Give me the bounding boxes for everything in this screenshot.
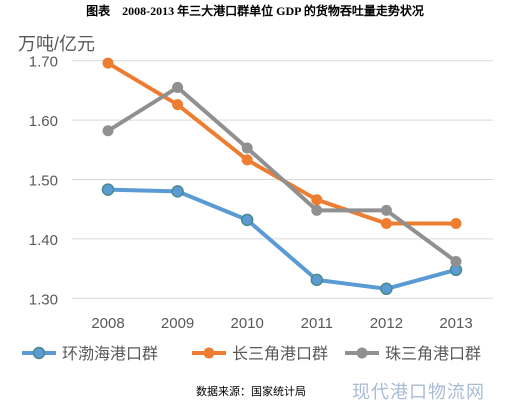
data-point	[311, 194, 323, 206]
data-point	[102, 57, 114, 69]
series-line	[107, 187, 457, 291]
x-tick-label: 2012	[370, 315, 403, 332]
y-tick-label: 1.60	[29, 113, 58, 130]
data-point	[450, 255, 462, 267]
x-axis-ticks: 2008 2009 2010 2011 2012 2013	[91, 315, 472, 332]
data-point	[380, 217, 392, 229]
legend-swatch-marker	[356, 347, 368, 359]
y-axis-label: 万吨/亿元	[18, 34, 95, 54]
series-line	[106, 61, 456, 226]
legend-swatch-marker	[203, 347, 215, 359]
data-point	[172, 99, 184, 111]
data-point	[310, 273, 324, 287]
data-point	[102, 125, 114, 137]
x-tick-label: 2008	[91, 315, 124, 332]
y-tick-label: 1.30	[29, 291, 58, 308]
data-point	[171, 185, 184, 198]
x-tick-label: 2010	[231, 315, 264, 332]
data-point	[311, 204, 323, 216]
legend-swatch-marker	[32, 346, 46, 360]
legend-label: 环渤海港口群	[62, 345, 158, 363]
y-tick-label: 1.70	[29, 54, 58, 71]
legend-label: 长三角港口群	[232, 345, 328, 363]
data-source: 数据来源：国家统计局	[196, 386, 306, 398]
y-tick-label: 1.40	[29, 232, 58, 249]
y-axis-ticks: 1.30 1.40 1.50 1.60 1.70	[29, 54, 58, 309]
data-point	[241, 154, 253, 166]
data-point	[240, 213, 254, 227]
data-point	[101, 183, 115, 196]
series-line	[106, 85, 458, 264]
data-point	[450, 217, 462, 229]
watermark: 现代港口物流网	[352, 382, 485, 402]
legend: 环渤海港口群 长三角港口群 珠三角港口群	[22, 345, 481, 363]
x-tick-label: 2009	[161, 315, 194, 332]
data-point	[241, 142, 253, 154]
data-point	[380, 282, 393, 296]
data-point	[380, 204, 392, 216]
y-tick-label: 1.50	[29, 173, 58, 190]
x-tick-label: 2013	[439, 315, 472, 332]
data-point	[172, 81, 184, 93]
x-tick-label: 2011	[301, 315, 333, 332]
chart-title: 图表 2008-2013 年三大港口群单位 GDP 的货物吞吐量走势状况	[86, 4, 424, 18]
series-lines	[101, 57, 463, 296]
legend-label: 珠三角港口群	[385, 345, 481, 363]
